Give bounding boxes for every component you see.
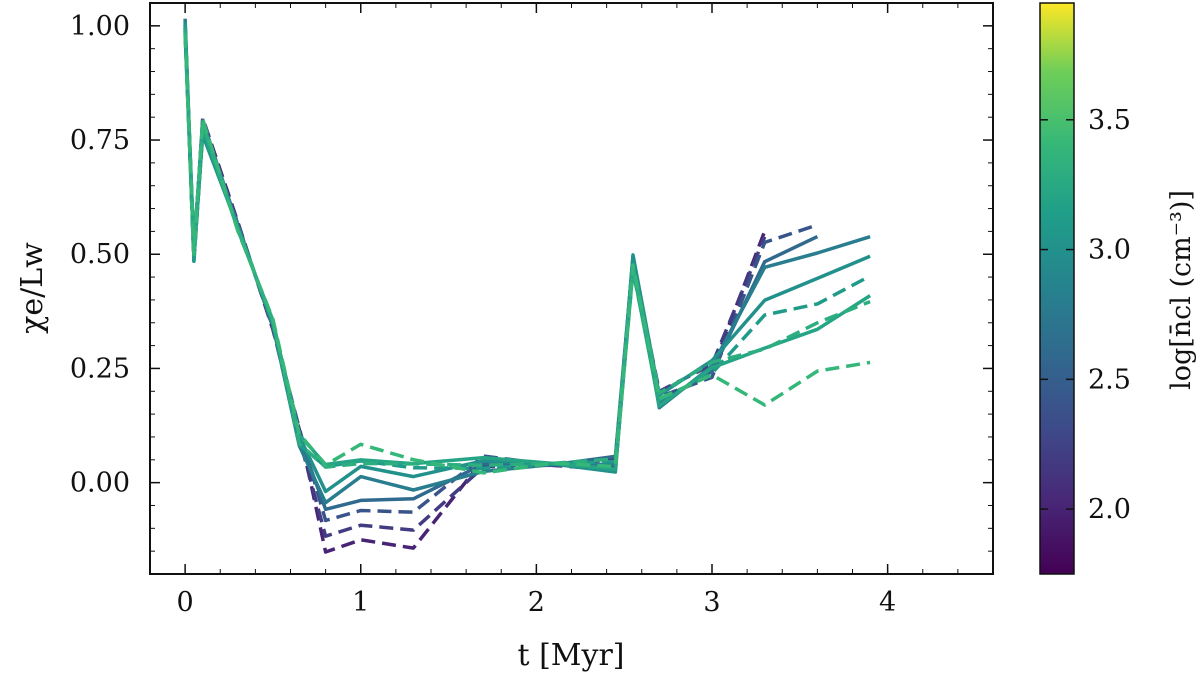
colorbar-tick-label: 3.5: [1088, 105, 1131, 136]
y-tick-label: 0.75: [70, 125, 130, 156]
y-axis-ticks: 0.00 0.25 0.50 0.75 1.00: [70, 11, 993, 552]
colorbar-gradient: [1039, 2, 1075, 575]
colorbar-ticks: 2.0 2.5 3.0 3.5: [1040, 105, 1131, 525]
colorbar-tick-label: 2.0: [1088, 494, 1131, 525]
colorbar-tick-label: 2.5: [1088, 364, 1131, 395]
colorbar-tick-label: 3.0: [1088, 235, 1131, 266]
colorbar: 2.0 2.5 3.0 3.5 log[n̄cl (cm⁻³)]: [1039, 2, 1197, 575]
series-line: [183, 33, 819, 512]
series-line: [183, 27, 872, 472]
x-tick-label: 2: [528, 587, 545, 618]
series-line: [183, 33, 871, 475]
y-tick-label: 0.25: [70, 353, 130, 384]
plot-frame: [149, 2, 994, 575]
y-axis-label: χe/Lw: [15, 242, 50, 334]
x-tick-label: 1: [352, 587, 369, 618]
colorbar-label: log[n̄cl (cm⁻³)]: [1166, 190, 1197, 390]
series-line: [183, 30, 818, 523]
plot-area: 0 1 2 3 4 0.00 0.25 0.50 0.75 1.00 t [Myr] χe/Lw: [15, 2, 994, 673]
series-line: [183, 30, 871, 469]
x-tick-label: 3: [703, 587, 720, 618]
x-tick-label: 0: [177, 587, 194, 618]
y-tick-label: 0.50: [70, 239, 130, 270]
x-tick-label: 4: [879, 587, 896, 618]
series-line: [183, 24, 871, 471]
y-tick-label: 1.00: [70, 11, 130, 42]
y-tick-label: 0.00: [70, 468, 130, 499]
x-axis-label: t [Myr]: [517, 638, 624, 673]
x-axis-ticks: 0 1 2 3 4: [149, 3, 959, 618]
series-line: [183, 21, 871, 494]
series-layer: [183, 18, 872, 554]
